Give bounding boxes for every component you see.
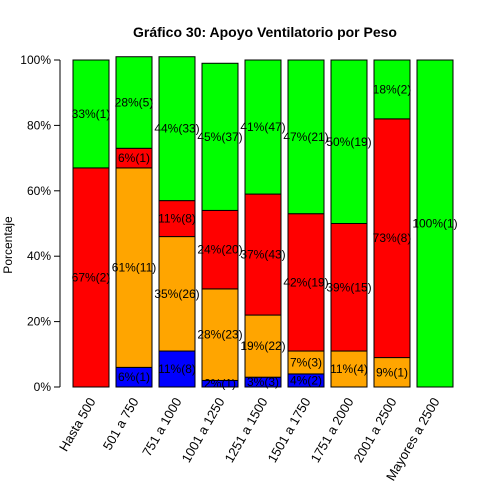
bar-segment [158, 56, 196, 202]
bar-segment [115, 167, 153, 368]
data-label: 44%(33) [154, 122, 199, 136]
y-tick-label: 80% [27, 118, 51, 132]
data-label: 19%(22) [240, 339, 285, 353]
data-label: 4%(2) [290, 373, 322, 387]
bar-segment [416, 59, 454, 388]
bar-segment [373, 118, 411, 359]
data-label: 18%(2) [373, 82, 412, 96]
data-label: 9%(1) [376, 365, 408, 379]
data-label: 67%(2) [72, 270, 111, 284]
x-tick-label: Hasta 500 [56, 395, 99, 454]
data-label: 11%(4) [330, 362, 368, 376]
y-tick-label: 100% [20, 53, 51, 67]
x-tick-label: 501 a 750 [100, 395, 142, 453]
y-tick-label: 20% [27, 315, 51, 329]
data-label: 6%(1) [118, 370, 150, 384]
bar-segment [115, 56, 153, 149]
bar-segment [244, 314, 282, 378]
data-label: 11%(8) [158, 362, 196, 376]
bar-segment [158, 350, 196, 388]
bar-segment [373, 59, 411, 120]
bar-segment [330, 223, 368, 352]
bar-segment [287, 213, 325, 352]
bar-segment [201, 62, 239, 211]
data-label: 42%(19) [283, 275, 328, 289]
data-label: 11%(8) [158, 212, 196, 226]
data-label: 2%(1) [204, 377, 236, 391]
y-axis-label: Porcentaje [1, 216, 15, 274]
data-label: 35%(26) [154, 287, 199, 301]
data-label: 45%(37) [197, 130, 242, 144]
chart-title: Gráfico 30: Apoyo Ventilatorio por Peso [133, 24, 397, 40]
data-label: 28%(23) [197, 328, 242, 342]
y-axis: 0% 20% 40% 60% 80% 100% [20, 53, 61, 394]
data-label: 47%(21) [283, 130, 328, 144]
bar-segment [72, 167, 110, 388]
bar-segment [287, 59, 325, 215]
data-label: 37%(43) [240, 248, 285, 262]
y-tick-label: 40% [27, 249, 51, 263]
x-tick-label: 1001 a 1250 [178, 395, 227, 465]
bar-segment [158, 236, 196, 352]
data-label: 7%(3) [290, 355, 322, 369]
data-label: 73%(8) [373, 231, 412, 245]
data-label: 61%(11) [112, 261, 156, 275]
data-label: 50%(19) [326, 135, 371, 149]
x-tick-label: 2001 a 2500 [350, 395, 399, 465]
x-tick-label: 1751 a 2000 [307, 395, 356, 465]
data-label: 6%(1) [118, 151, 150, 165]
data-label: 3%(3) [247, 375, 279, 389]
bar-segment [158, 200, 196, 238]
x-tick-label: 1251 a 1500 [221, 395, 270, 465]
y-tick-label: 0% [34, 380, 52, 394]
x-tick-label: 751 a 1000 [139, 395, 185, 459]
data-label: 33%(1) [72, 107, 111, 121]
data-label: 28%(5) [115, 96, 154, 110]
y-tick-label: 60% [27, 184, 51, 198]
bars: 67%(2) 33%(1) 6%(1) 61%(11) 6%(1) 28%(5) 11%(8… [72, 56, 458, 391]
data-label: 41%(47) [240, 120, 285, 134]
data-label: 39%(15) [326, 280, 371, 294]
bar-segment [244, 59, 282, 195]
data-label: 100%(1) [412, 217, 457, 231]
bar-segment [72, 59, 110, 169]
bar-segment [201, 288, 239, 381]
x-tick-label: 1501 a 1750 [264, 395, 313, 465]
bar-segment [244, 193, 282, 316]
bar-segment [330, 59, 368, 224]
data-label: 24%(20) [197, 243, 242, 257]
